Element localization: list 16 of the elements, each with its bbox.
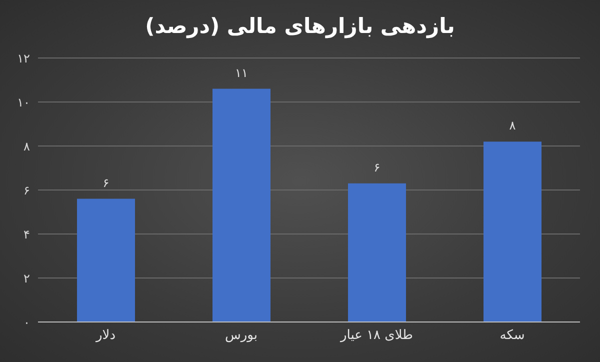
y-tick-label: ۰ — [24, 315, 30, 330]
data-label: ۸ — [509, 118, 516, 133]
x-tick-label: طلای ۱۸ عیار — [340, 328, 413, 344]
data-label: ۱۱ — [235, 66, 248, 80]
x-tick-label: سکه — [500, 328, 525, 344]
y-tick-label: ۱۲ — [17, 51, 30, 66]
data-label: ۶ — [374, 160, 380, 174]
chart-title: بازدهی بازارهای مالی (درصد) — [144, 14, 456, 38]
x-tick-label: دلار — [95, 328, 116, 344]
y-tick-label: ۲ — [24, 271, 30, 286]
y-tick-label: ۸ — [24, 139, 31, 154]
x-tick-label: بورس — [225, 328, 258, 344]
y-tick-label: ۶ — [24, 183, 30, 198]
y-tick-label: ۴ — [24, 227, 30, 242]
y-tick-label: ۱۰ — [17, 95, 30, 110]
data-label: ۶ — [102, 176, 110, 190]
